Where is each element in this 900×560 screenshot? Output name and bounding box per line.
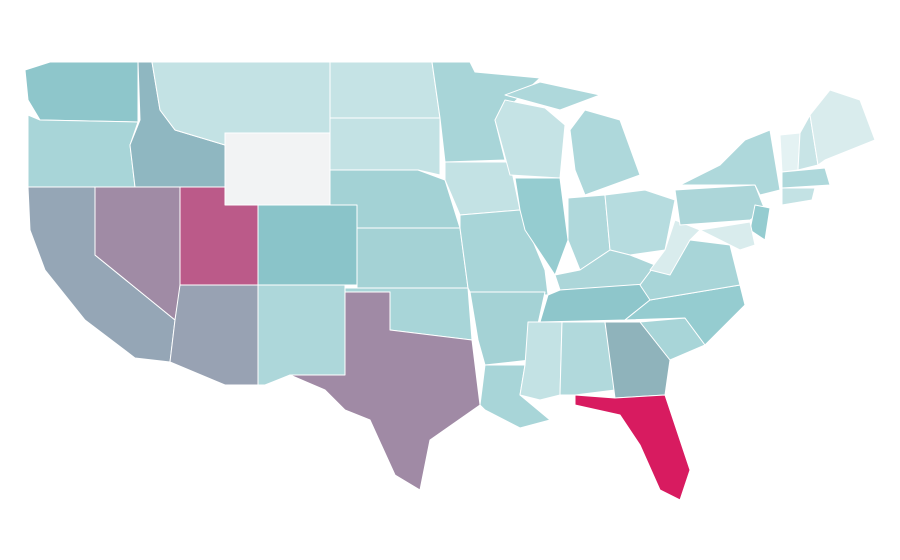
- state-region: [494, 99, 566, 179]
- state-region: [289, 291, 481, 491]
- state-region: [679, 129, 781, 196]
- state-region: [224, 132, 331, 206]
- state-region: [781, 167, 831, 189]
- state-region: [604, 189, 676, 256]
- state-region: [569, 109, 641, 196]
- state-region: [649, 219, 701, 276]
- state-region: [169, 284, 259, 386]
- state-region: [356, 227, 469, 289]
- state-region: [329, 117, 441, 176]
- state-region: [749, 204, 771, 241]
- state-region: [257, 284, 346, 386]
- state-region: [699, 221, 756, 251]
- state-region: [329, 61, 441, 119]
- state-region: [674, 184, 766, 226]
- state-region: [559, 321, 616, 396]
- state-region: [604, 321, 671, 399]
- regions: [24, 61, 876, 501]
- state-region: [781, 187, 816, 206]
- state-region: [504, 81, 601, 111]
- state-region: [257, 204, 358, 286]
- state-region: [574, 394, 691, 501]
- state-region: [24, 61, 139, 123]
- state-region: [779, 132, 801, 173]
- state-region: [809, 89, 876, 166]
- state-region: [27, 114, 139, 188]
